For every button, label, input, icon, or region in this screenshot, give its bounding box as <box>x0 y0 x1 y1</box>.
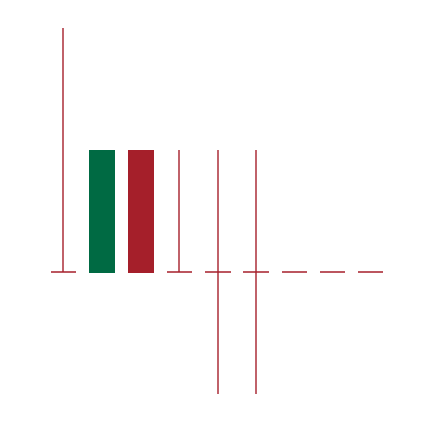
plus-cross-glyph <box>243 150 269 394</box>
tall-stem-with-foot-glyph <box>51 28 76 273</box>
plus-cross-glyph <box>205 150 231 394</box>
green-bar-glyph <box>89 150 115 273</box>
short-stem-with-foot-glyph <box>167 150 192 273</box>
red-bar-glyph <box>128 150 154 273</box>
